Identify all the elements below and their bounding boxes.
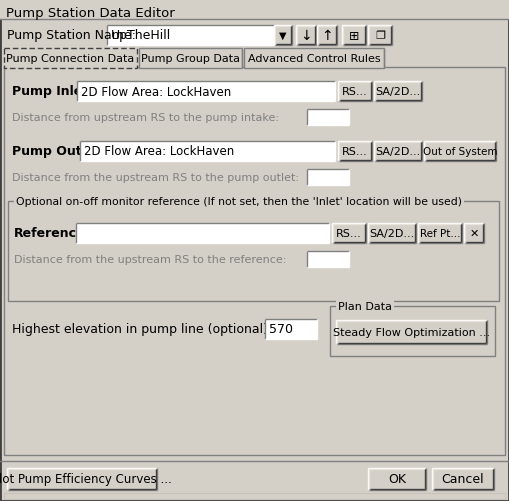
Text: Plot Pump Efficiency Curves ...: Plot Pump Efficiency Curves ...: [0, 472, 172, 485]
Bar: [332, 223, 366, 243]
Bar: [274, 26, 292, 46]
Bar: [244, 49, 384, 69]
Text: Highest elevation in pump line (optional):: Highest elevation in pump line (optional…: [12, 323, 272, 336]
Text: ↑: ↑: [321, 29, 333, 43]
Bar: [432, 468, 494, 490]
Text: Ref Pt...: Ref Pt...: [420, 228, 460, 238]
Text: Out of System: Out of System: [423, 147, 497, 157]
Bar: [307, 170, 349, 186]
Text: ❐: ❐: [375, 31, 385, 41]
Text: ⊞: ⊞: [349, 30, 359, 43]
Text: ✕: ✕: [469, 228, 478, 238]
Text: SA/2D...: SA/2D...: [375, 147, 420, 157]
Text: Steady Flow Optimization ...: Steady Flow Optimization ...: [333, 327, 490, 337]
Bar: [77, 82, 335, 102]
Text: Advanced Control Rules: Advanced Control Rules: [248, 54, 380, 64]
Text: 2D Flow Area: LockHaven: 2D Flow Area: LockHaven: [81, 85, 231, 98]
Bar: [338, 82, 372, 102]
Bar: [4, 68, 505, 455]
Bar: [8, 201, 499, 302]
Bar: [0, 0, 509, 20]
Bar: [374, 82, 422, 102]
Bar: [107, 26, 274, 46]
Text: UpTheHill: UpTheHill: [111, 30, 171, 43]
Text: RS...: RS...: [342, 147, 368, 157]
Text: OK: OK: [388, 472, 406, 485]
Text: Distance from upstream RS to the pump intake:: Distance from upstream RS to the pump in…: [12, 113, 279, 123]
Bar: [418, 223, 462, 243]
Bar: [336, 320, 487, 344]
Bar: [265, 319, 317, 339]
Bar: [296, 26, 316, 46]
Text: Optional on-off monitor reference (If not set, then the 'Inlet' location will be: Optional on-off monitor reference (If no…: [16, 196, 462, 206]
Text: Plan Data: Plan Data: [338, 302, 392, 312]
Text: Distance from the upstream RS to the pump outlet:: Distance from the upstream RS to the pum…: [12, 173, 299, 183]
Bar: [374, 142, 422, 162]
Text: RS...: RS...: [342, 87, 368, 97]
Bar: [307, 252, 349, 268]
Text: Pump Outlet:: Pump Outlet:: [12, 145, 105, 158]
Text: RS...: RS...: [336, 228, 362, 238]
Bar: [80, 142, 335, 162]
Text: Reference:: Reference:: [14, 227, 91, 240]
Text: 570: 570: [269, 323, 293, 336]
Text: Pump Station Data Editor: Pump Station Data Editor: [6, 7, 175, 20]
Text: Cancel: Cancel: [442, 472, 484, 485]
Text: Distance from the upstream RS to the reference:: Distance from the upstream RS to the ref…: [14, 255, 287, 265]
Bar: [368, 223, 416, 243]
Text: 2D Flow Area: LockHaven: 2D Flow Area: LockHaven: [84, 145, 234, 158]
Bar: [139, 49, 242, 69]
Bar: [7, 468, 157, 490]
Bar: [4, 493, 505, 499]
Text: ▼: ▼: [279, 31, 287, 41]
Bar: [76, 223, 329, 243]
Bar: [330, 307, 495, 356]
Text: Pump Connection Data: Pump Connection Data: [7, 54, 134, 64]
Bar: [464, 223, 484, 243]
Text: Pump Group Data: Pump Group Data: [141, 54, 240, 64]
Text: Pump Inlet:: Pump Inlet:: [12, 85, 93, 98]
Text: Pump Station Name:: Pump Station Name:: [7, 30, 136, 43]
Bar: [317, 26, 337, 46]
Bar: [368, 26, 392, 46]
Bar: [424, 142, 496, 162]
Bar: [368, 468, 426, 490]
Text: ↓: ↓: [300, 29, 312, 43]
Bar: [307, 110, 349, 126]
Text: SA/2D...: SA/2D...: [375, 87, 420, 97]
Text: SA/2D...: SA/2D...: [370, 228, 415, 238]
Bar: [342, 26, 366, 46]
Bar: [4, 49, 137, 69]
Bar: [338, 142, 372, 162]
